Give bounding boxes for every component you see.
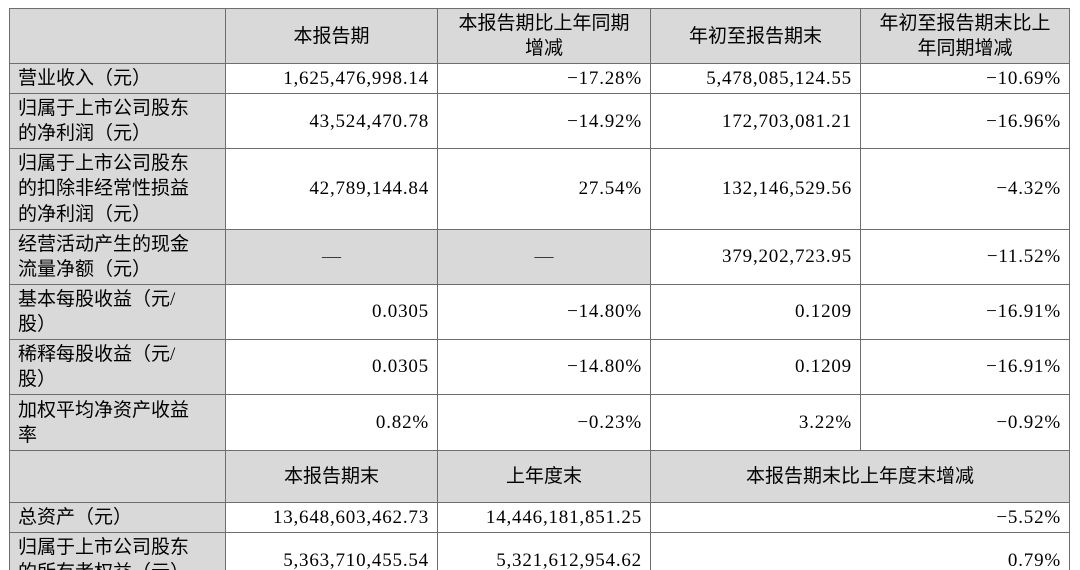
col-header-ytd-change: 年初至报告期末比上 年同期增减: [860, 7, 1070, 65]
value-ytd: 3.22%: [650, 394, 861, 452]
corner-cell-2: [9, 450, 226, 504]
value-period: 42,789,144.84: [225, 148, 438, 230]
value-period: 0.0305: [225, 338, 438, 396]
row-label: 营业收入（元）: [9, 63, 226, 95]
value-ytd-change: −16.96%: [860, 93, 1070, 150]
value-ytd-change: −10.69%: [860, 63, 1070, 95]
row-label: 加权平均净资产收益 率: [9, 394, 226, 452]
value-period: 0.82%: [225, 394, 438, 452]
value-period-end-change: 0.79%: [650, 532, 1070, 570]
value-prev-year-end: 5,321,612,954.62: [437, 532, 651, 570]
value-ytd: 379,202,723.95: [650, 228, 861, 285]
corner-cell: [9, 7, 226, 65]
value-ytd: 172,703,081.21: [650, 93, 861, 150]
table-row-revenue: 营业收入（元） 1,625,476,998.14 −17.28% 5,478,0…: [9, 63, 1070, 95]
value-period-change: −14.80%: [437, 338, 651, 396]
col-header-period-end-change: 本报告期末比上年度末增减: [650, 450, 1070, 504]
value-prev-year-end: 14,446,181,851.25: [437, 502, 651, 534]
value-period-end-change: −5.52%: [650, 502, 1070, 534]
table-row-diluted-eps: 稀释每股收益（元/ 股） 0.0305 −14.80% 0.1209 −16.9…: [9, 338, 1070, 396]
table-row-net-profit: 归属于上市公司股东 的净利润（元） 43,524,470.78 −14.92% …: [9, 93, 1070, 150]
value-period-end: 5,363,710,455.54: [225, 532, 438, 570]
table-row-operating-cash-flow: 经营活动产生的现金 流量净额（元） — — 379,202,723.95 −11…: [9, 228, 1070, 285]
col-header-period-change: 本报告期比上年同期 增减: [437, 7, 651, 65]
row-label: 稀释每股收益（元/ 股）: [9, 338, 226, 396]
value-period-end: 13,648,603,462.73: [225, 502, 438, 534]
table-row-net-profit-excl-nonrecurring: 归属于上市公司股东 的扣除非经常性损益 的净利润（元） 42,789,144.8…: [9, 148, 1070, 230]
value-ytd: 0.1209: [650, 283, 861, 340]
value-period: 43,524,470.78: [225, 93, 438, 150]
col-header-prev-year-end: 上年度末: [437, 450, 651, 504]
row-label: 归属于上市公司股东 的净利润（元）: [9, 93, 226, 150]
col-header-current-period: 本报告期: [225, 7, 438, 65]
table-row-owners-equity: 归属于上市公司股东 的所有者权益（元） 5,363,710,455.54 5,3…: [9, 532, 1070, 570]
value-ytd-change: −16.91%: [860, 283, 1070, 340]
value-period: 0.0305: [225, 283, 438, 340]
row-label: 经营活动产生的现金 流量净额（元）: [9, 228, 226, 285]
table-row-basic-eps: 基本每股收益（元/ 股） 0.0305 −14.80% 0.1209 −16.9…: [9, 283, 1070, 340]
value-ytd-change: −0.92%: [860, 394, 1070, 452]
value-period-change: −17.28%: [437, 63, 651, 95]
value-period-change: −14.80%: [437, 283, 651, 340]
col-header-ytd: 年初至报告期末: [650, 7, 861, 65]
value-ytd: 132,146,529.56: [650, 148, 861, 230]
row-label: 基本每股收益（元/ 股）: [9, 283, 226, 340]
table-row-weighted-avg-roe: 加权平均净资产收益 率 0.82% −0.23% 3.22% −0.92%: [9, 394, 1070, 452]
header-row-period-end: 本报告期末 上年度末 本报告期末比上年度末增减: [9, 450, 1070, 504]
value-ytd-change: −11.52%: [860, 228, 1070, 285]
value-period-change: −14.92%: [437, 93, 651, 150]
header-row-period: 本报告期 本报告期比上年同期 增减 年初至报告期末 年初至报告期末比上 年同期增…: [9, 7, 1070, 65]
value-ytd: 5,478,085,124.55: [650, 63, 861, 95]
key-financials-table: 本报告期 本报告期比上年同期 增减 年初至报告期末 年初至报告期末比上 年同期增…: [9, 7, 1070, 570]
value-period-change: −0.23%: [437, 394, 651, 452]
row-label: 归属于上市公司股东 的所有者权益（元）: [9, 532, 226, 570]
value-period: 1,625,476,998.14: [225, 63, 438, 95]
value-period-change: 27.54%: [437, 148, 651, 230]
col-header-period-end: 本报告期末: [225, 450, 438, 504]
value-ytd-change: −4.32%: [860, 148, 1070, 230]
value-period-empty: —: [225, 228, 438, 285]
table-row-total-assets: 总资产（元） 13,648,603,462.73 14,446,181,851.…: [9, 502, 1070, 534]
value-ytd: 0.1209: [650, 338, 861, 396]
value-ytd-change: −16.91%: [860, 338, 1070, 396]
row-label: 总资产（元）: [9, 502, 226, 534]
value-period-change-empty: —: [437, 228, 651, 285]
row-label: 归属于上市公司股东 的扣除非经常性损益 的净利润（元）: [9, 148, 226, 230]
